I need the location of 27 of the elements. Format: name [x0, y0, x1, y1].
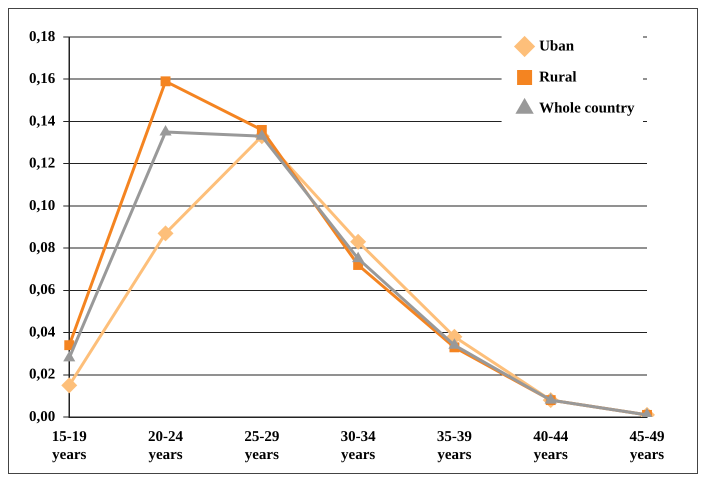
point: [448, 338, 460, 349]
y-tick-label: 0,14: [29, 113, 56, 130]
y-tick-label: 0,00: [29, 408, 56, 425]
x-tick-label: 25-29 years: [244, 428, 280, 463]
point: [350, 234, 366, 250]
x-tick-label: 30-34 years: [340, 428, 376, 463]
x-tick-label: 35-39 years: [436, 428, 472, 463]
legend-label: Uban: [539, 38, 575, 54]
y-tick-label: 0,06: [29, 282, 56, 298]
point: [61, 377, 78, 394]
point: [352, 252, 364, 262]
point: [158, 225, 174, 242]
x-tick-label: 20-24 years: [148, 428, 184, 463]
y-tick-label: 0,08: [29, 240, 56, 256]
x-tick-label: 15-19 years: [52, 428, 87, 463]
point: [63, 350, 76, 362]
legend-label: Whole country: [539, 100, 635, 116]
x-tick-label: 40-44 years: [533, 428, 569, 463]
y-tick-label: 0,04: [29, 324, 56, 340]
y-tick-label: 0,16: [29, 71, 56, 88]
y-tick-label: 0,10: [29, 198, 56, 214]
y-tick-label: 0,02: [29, 366, 56, 383]
y-tick-label: 0,12: [29, 156, 56, 172]
point: [160, 76, 170, 86]
y-tick-label: 0,18: [29, 28, 56, 45]
legend-label: Rural: [539, 69, 577, 86]
x-tick-label: 45-49 years: [630, 428, 664, 463]
